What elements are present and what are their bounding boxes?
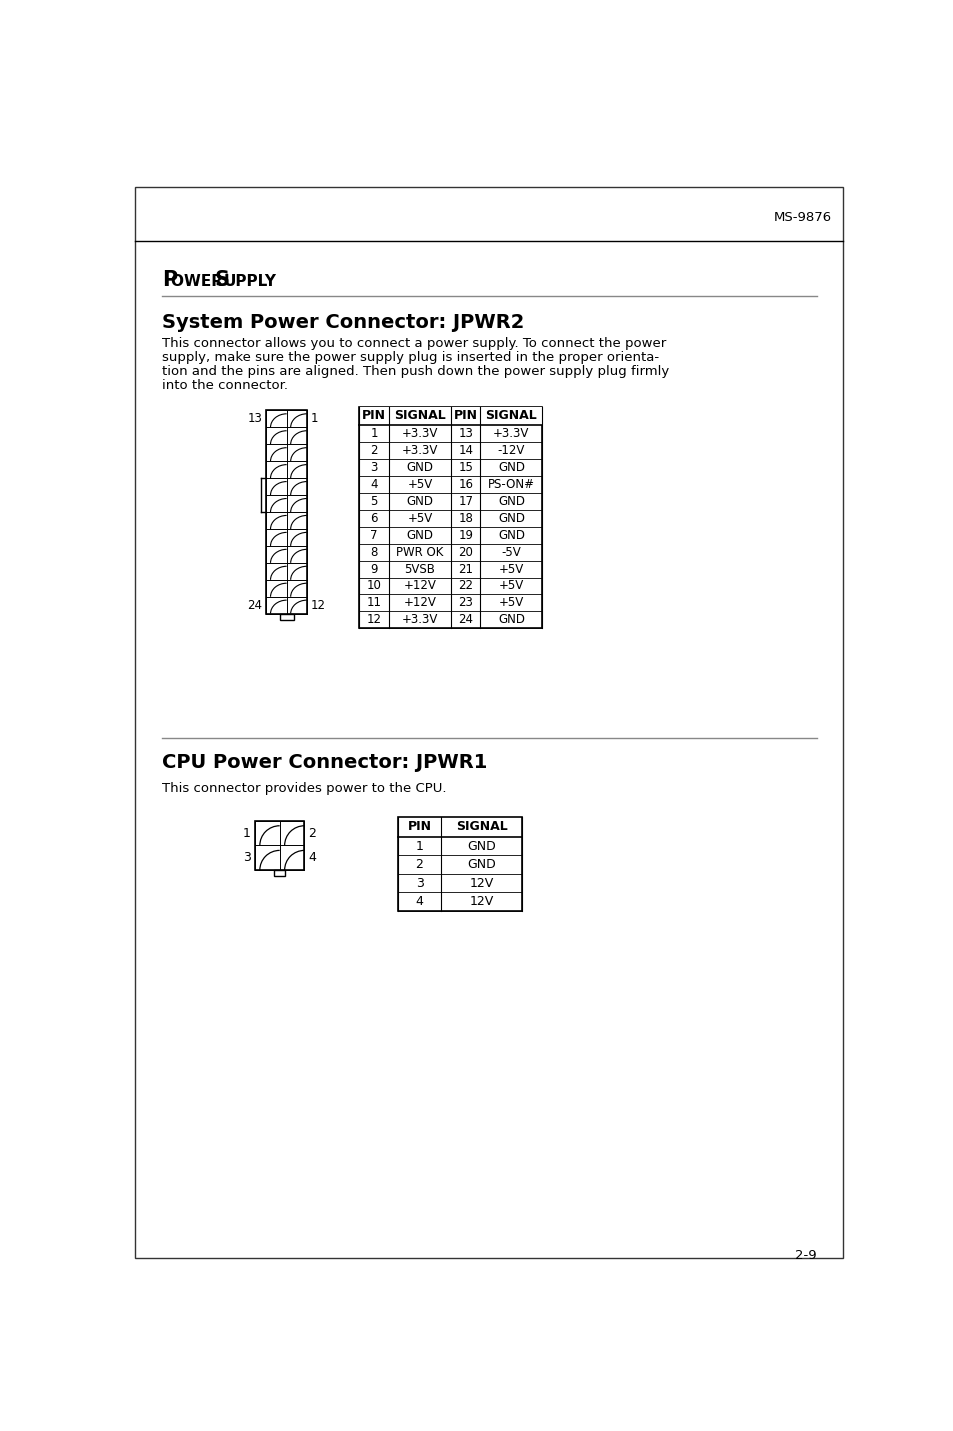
Text: +5V: +5V <box>407 512 432 525</box>
Text: SIGNAL: SIGNAL <box>485 409 537 422</box>
Text: 7: 7 <box>370 528 377 542</box>
Text: 9: 9 <box>370 562 377 575</box>
Text: This connector provides power to the CPU.: This connector provides power to the CPU… <box>162 783 446 796</box>
Text: 21: 21 <box>457 562 473 575</box>
Text: +5V: +5V <box>498 597 523 610</box>
Text: 2: 2 <box>416 859 423 871</box>
Text: into the connector.: into the connector. <box>162 379 288 392</box>
Text: 22: 22 <box>457 580 473 592</box>
Text: +5V: +5V <box>498 580 523 592</box>
Text: 4: 4 <box>416 896 423 909</box>
Text: +5V: +5V <box>407 478 432 491</box>
Text: 16: 16 <box>457 478 473 491</box>
Text: MS-9876: MS-9876 <box>773 212 831 225</box>
Text: PIN: PIN <box>362 409 386 422</box>
Text: 4: 4 <box>370 478 377 491</box>
Text: GND: GND <box>497 512 524 525</box>
Text: GND: GND <box>497 614 524 627</box>
Text: OWER: OWER <box>171 273 228 289</box>
Text: GND: GND <box>406 528 433 542</box>
Text: 10: 10 <box>366 580 381 592</box>
Text: 20: 20 <box>457 545 473 558</box>
Bar <box>359 406 542 628</box>
Text: PIN: PIN <box>454 409 477 422</box>
Bar <box>274 870 285 876</box>
Text: 17: 17 <box>457 495 473 508</box>
Text: GND: GND <box>497 495 524 508</box>
Text: SIGNAL: SIGNAL <box>456 820 507 833</box>
Text: GND: GND <box>406 495 433 508</box>
Text: 1: 1 <box>416 840 423 853</box>
Text: GND: GND <box>467 840 496 853</box>
Text: PS-ON#: PS-ON# <box>487 478 535 491</box>
Text: 5: 5 <box>370 495 377 508</box>
Text: PWR OK: PWR OK <box>395 545 443 558</box>
Text: CPU Power Connector: JPWR1: CPU Power Connector: JPWR1 <box>162 754 487 773</box>
Text: 2: 2 <box>308 827 315 840</box>
Text: GND: GND <box>467 859 496 871</box>
Text: 19: 19 <box>457 528 473 542</box>
Text: 23: 23 <box>457 597 473 610</box>
Text: 2-9: 2-9 <box>794 1249 816 1262</box>
Bar <box>359 406 542 425</box>
Text: 1: 1 <box>311 412 318 425</box>
Text: 6: 6 <box>370 512 377 525</box>
Text: 3: 3 <box>416 877 423 890</box>
Text: 1: 1 <box>370 426 377 439</box>
Text: 12: 12 <box>311 598 325 611</box>
Text: 8: 8 <box>370 545 377 558</box>
Text: 15: 15 <box>457 461 473 474</box>
Text: 24: 24 <box>457 614 473 627</box>
Text: -12V: -12V <box>497 444 524 456</box>
Text: +3.3V: +3.3V <box>493 426 529 439</box>
Bar <box>254 821 304 870</box>
Text: GND: GND <box>497 528 524 542</box>
Text: +5V: +5V <box>498 562 523 575</box>
Text: 5VSB: 5VSB <box>404 562 435 575</box>
Text: 12V: 12V <box>469 896 493 909</box>
Text: 18: 18 <box>457 512 473 525</box>
Text: P: P <box>162 269 177 289</box>
Text: SIGNAL: SIGNAL <box>394 409 445 422</box>
Text: +3.3V: +3.3V <box>401 444 437 456</box>
Text: +3.3V: +3.3V <box>401 614 437 627</box>
Text: 11: 11 <box>366 597 381 610</box>
Text: +12V: +12V <box>403 580 436 592</box>
Bar <box>397 817 521 912</box>
Text: +12V: +12V <box>403 597 436 610</box>
Bar <box>266 411 307 614</box>
Text: 12V: 12V <box>469 877 493 890</box>
Text: UPPLY: UPPLY <box>224 273 276 289</box>
Text: -5V: -5V <box>501 545 520 558</box>
Text: This connector allows you to connect a power supply. To connect the power: This connector allows you to connect a p… <box>162 338 665 351</box>
Text: 14: 14 <box>457 444 473 456</box>
Text: System Power Connector: JPWR2: System Power Connector: JPWR2 <box>162 313 524 332</box>
Text: GND: GND <box>406 461 433 474</box>
Text: S: S <box>214 269 230 289</box>
Text: PIN: PIN <box>407 820 431 833</box>
Text: 2: 2 <box>370 444 377 456</box>
Text: 13: 13 <box>248 412 262 425</box>
Text: 4: 4 <box>308 851 315 864</box>
Bar <box>279 614 294 620</box>
Text: tion and the pins are aligned. Then push down the power supply plug firmly: tion and the pins are aligned. Then push… <box>162 365 668 378</box>
Text: 24: 24 <box>248 598 262 611</box>
Text: 3: 3 <box>370 461 377 474</box>
Text: +3.3V: +3.3V <box>401 426 437 439</box>
Text: supply, make sure the power supply plug is inserted in the proper orienta-: supply, make sure the power supply plug … <box>162 351 659 363</box>
Text: 1: 1 <box>243 827 251 840</box>
Text: 13: 13 <box>457 426 473 439</box>
Text: 12: 12 <box>366 614 381 627</box>
Text: GND: GND <box>497 461 524 474</box>
Text: 3: 3 <box>243 851 251 864</box>
